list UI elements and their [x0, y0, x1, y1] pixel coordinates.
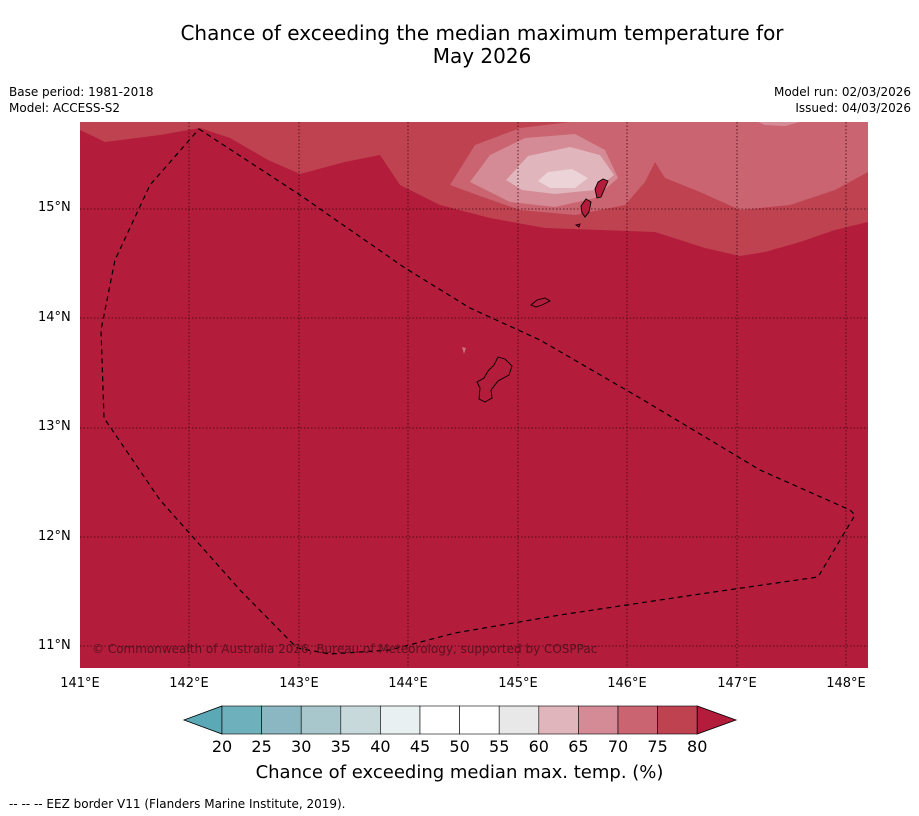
colorbar-tick-label: 30: [291, 737, 312, 756]
colorbar-tick-label: 45: [409, 737, 431, 756]
rota-island: [530, 297, 551, 308]
colorbar: [182, 705, 738, 735]
title-line-2: May 2026: [432, 44, 532, 68]
lon-label-143e: 143°E: [279, 676, 319, 691]
lat-label-14n: 14°N: [38, 310, 71, 325]
colorbar-segment: [538, 705, 579, 735]
lon-label-141e: 141°E: [60, 676, 100, 691]
shoal-marker: [462, 347, 466, 354]
guam-island: [476, 356, 513, 403]
colorbar-tick-label: 80: [687, 737, 708, 756]
colorbar-tick-label: 60: [528, 737, 549, 756]
model-run: Model run: 02/03/2026: [773, 85, 911, 99]
lon-label-147e: 147°E: [717, 676, 757, 691]
lon-label-145e: 145°E: [498, 676, 538, 691]
contour-top-right: [758, 122, 800, 126]
graticule: [80, 122, 868, 668]
chart-title: Chance of exceeding the median maximum t…: [0, 22, 919, 68]
lat-label-12n: 12°N: [38, 529, 71, 544]
lon-label-146e: 146°E: [607, 676, 647, 691]
colorbar-extend-high: [696, 705, 738, 735]
tinian-island: [580, 198, 592, 218]
meta-left: Base period: 1981-2018 Model: ACCESS-S2: [9, 84, 154, 116]
eez-border: [100, 128, 856, 655]
colorbar-tick-label: 25: [251, 737, 272, 756]
colorbar-segment: [498, 705, 540, 735]
colorbar-segment: [340, 705, 381, 735]
copyright-text: © Commonwealth of Australia 2026, Bureau…: [92, 642, 598, 656]
colorbar-segment: [578, 705, 619, 735]
colorbar-segment: [459, 705, 500, 735]
lon-label-148e: 148°E: [826, 676, 866, 691]
colorbar-tick-label: 35: [330, 737, 351, 756]
colorbar-segment: [261, 705, 302, 735]
colorbar-segment: [380, 705, 421, 735]
lat-label-11n: 11°N: [38, 638, 71, 653]
colorbar-segment: [419, 705, 460, 735]
base-period: Base period: 1981-2018: [9, 85, 154, 99]
colorbar-segment: [617, 705, 658, 735]
colorbar-tick-label: 50: [449, 737, 470, 756]
colorbar-tick-label: 65: [568, 737, 589, 756]
colorbar-tick-label: 55: [489, 737, 510, 756]
model-name: Model: ACCESS-S2: [9, 101, 121, 115]
lat-label-13n: 13°N: [38, 419, 71, 434]
issued-date: Issued: 04/03/2026: [795, 101, 911, 115]
aguijan-island: [574, 223, 581, 228]
meta-right: Model run: 02/03/2026 Issued: 04/03/2026: [774, 84, 911, 116]
colorbar-tick-label: 20: [211, 737, 233, 756]
lon-label-142e: 142°E: [169, 676, 209, 691]
colorbar-segment: [221, 705, 262, 735]
islands: [476, 178, 609, 403]
colorbar-segment: [657, 705, 698, 735]
colorbar-tick-label: 70: [607, 737, 629, 756]
lon-label-144e: 144°E: [388, 676, 428, 691]
colorbar-tick-label: 75: [647, 737, 668, 756]
contour-55: [538, 169, 588, 188]
colorbar-title: Chance of exceeding median max. temp. (%…: [255, 762, 664, 783]
colorbar-segment: [300, 705, 342, 735]
colorbar-tick-label: 40: [370, 737, 391, 756]
saipan-island: [594, 178, 609, 199]
eez-legend-note: -- -- -- EEZ border V11 (Flanders Marine…: [9, 797, 346, 811]
colorbar-extend-low: [182, 705, 223, 735]
title-line-1: Chance of exceeding the median maximum t…: [180, 21, 784, 45]
lat-label-15n: 15°N: [38, 200, 71, 215]
